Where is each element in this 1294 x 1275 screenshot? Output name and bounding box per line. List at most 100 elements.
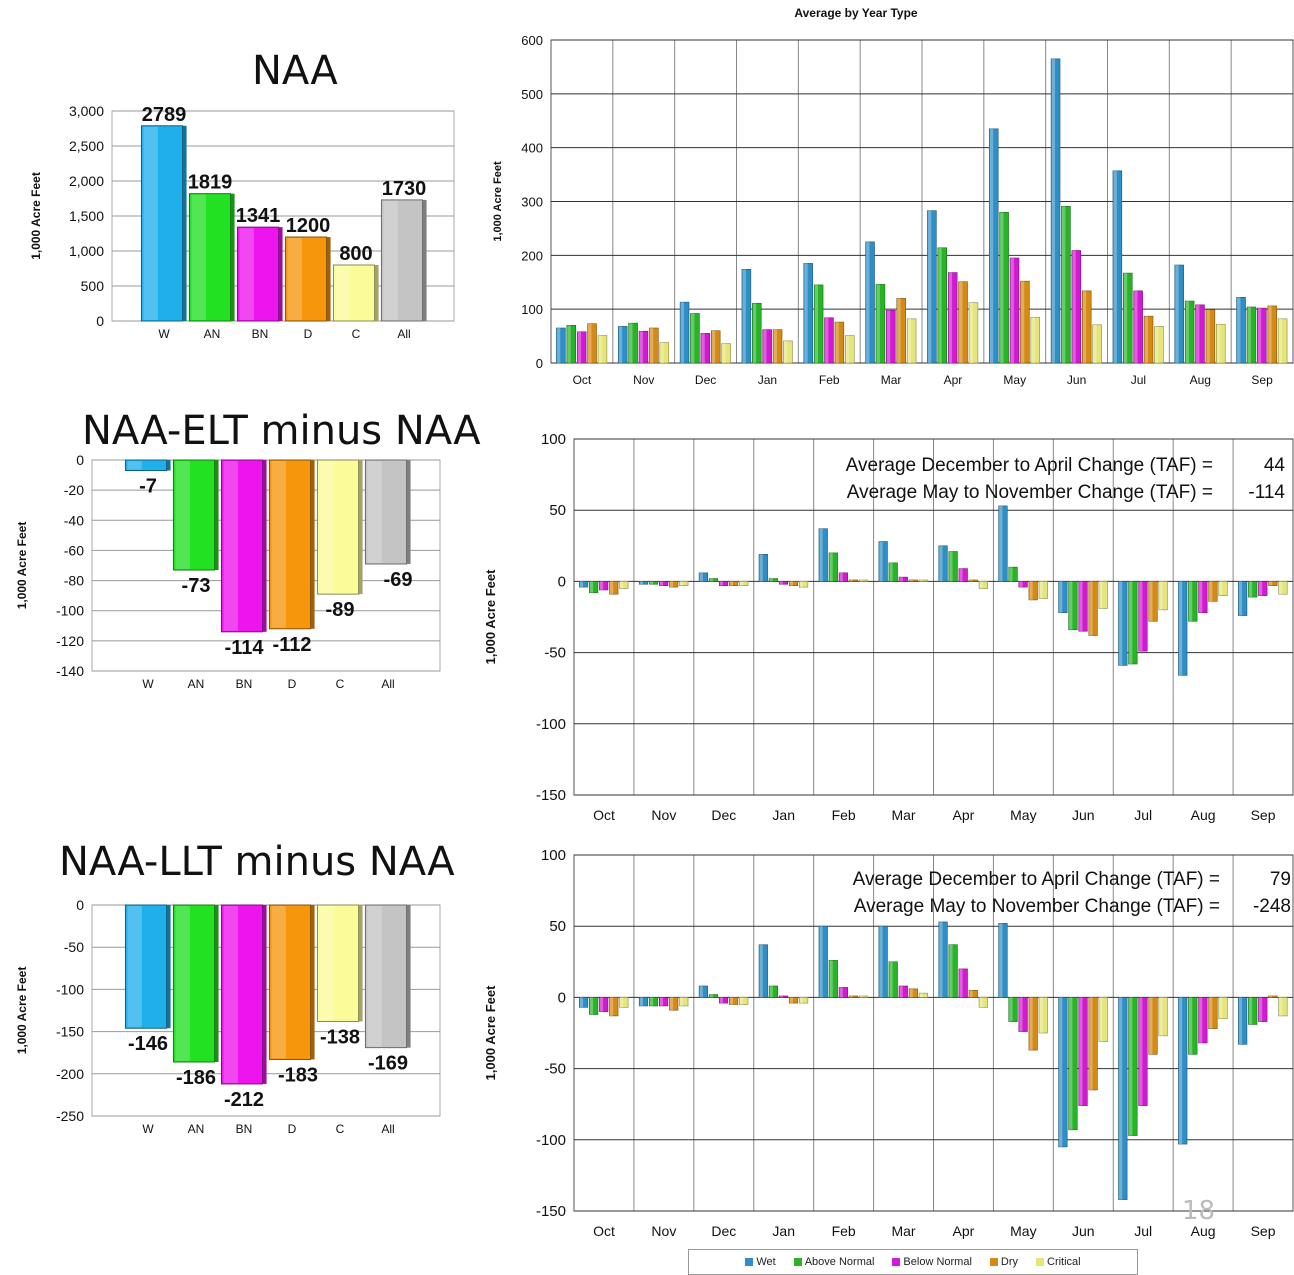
bar-highlight xyxy=(1175,265,1179,363)
legend-label: Dry xyxy=(1000,1256,1018,1268)
bar xyxy=(1216,323,1226,364)
bar-highlight xyxy=(979,997,983,1008)
bar xyxy=(1081,290,1092,364)
bar xyxy=(799,997,809,1004)
bar-highlight xyxy=(367,906,382,1047)
x-tick-label: Mar xyxy=(881,373,902,387)
bar xyxy=(762,329,772,364)
annotation-label: Average May to November Change (TAF) = xyxy=(854,896,1220,917)
bar-highlight xyxy=(839,987,843,998)
y-tick-label: -50 xyxy=(544,645,566,662)
bar xyxy=(999,211,1009,364)
bar-highlight xyxy=(909,988,913,998)
x-tick-label: Dec xyxy=(711,807,736,823)
bar xyxy=(576,331,587,364)
bar-highlight xyxy=(1149,581,1153,622)
x-tick-label: AN xyxy=(188,677,205,691)
bar-highlight xyxy=(742,269,746,363)
bar xyxy=(1008,566,1018,582)
bar-highlight xyxy=(819,528,823,582)
x-tick-label: D xyxy=(288,1122,297,1136)
data-label: 1730 xyxy=(382,178,427,200)
bar xyxy=(236,226,280,322)
bar-highlight xyxy=(1089,997,1093,1090)
bar-highlight xyxy=(919,579,923,582)
bar-highlight xyxy=(1099,997,1103,1042)
x-tick-label: Oct xyxy=(573,373,592,387)
bar-highlight xyxy=(1129,997,1133,1136)
bar-highlight xyxy=(866,241,870,363)
data-label: -183 xyxy=(278,1064,318,1086)
bar-highlight xyxy=(773,329,777,363)
bar-highlight xyxy=(618,326,623,363)
data-label: -146 xyxy=(128,1033,168,1055)
bar-highlight xyxy=(383,200,398,320)
bar xyxy=(1198,997,1208,1044)
bar xyxy=(1257,307,1267,364)
bar xyxy=(599,997,609,1012)
x-tick-label: W xyxy=(158,327,170,341)
bar xyxy=(1138,581,1148,652)
bar-side xyxy=(262,905,267,1084)
bar-highlight xyxy=(1279,581,1283,595)
bar-highlight xyxy=(1248,581,1253,598)
bar xyxy=(1068,997,1078,1131)
bar xyxy=(906,318,917,364)
y-tick-label: 500 xyxy=(81,278,105,294)
bar-side xyxy=(262,460,267,632)
bar-highlight xyxy=(1093,324,1097,363)
bar xyxy=(1038,997,1048,1034)
bar-highlight xyxy=(191,194,206,320)
y-tick-label: 100 xyxy=(521,302,543,317)
bar xyxy=(772,329,783,364)
x-tick-label: Jul xyxy=(1131,373,1146,387)
x-tick-label: Aug xyxy=(1191,1223,1216,1239)
bar-highlight xyxy=(335,266,350,320)
bar xyxy=(188,193,232,322)
bar-highlight xyxy=(1062,206,1066,363)
bar xyxy=(968,579,978,582)
bar-highlight xyxy=(769,986,773,998)
bar-highlight xyxy=(620,581,624,589)
bar xyxy=(690,313,700,364)
bar xyxy=(938,545,948,582)
bar-highlight xyxy=(1154,326,1159,363)
bar-highlight xyxy=(649,328,654,363)
bar xyxy=(878,541,888,582)
bar xyxy=(638,581,649,585)
x-tick-label: Jan xyxy=(772,807,795,823)
bar-highlight xyxy=(1089,581,1093,636)
bar xyxy=(679,581,689,586)
bar-highlight xyxy=(969,579,973,582)
bar-side xyxy=(374,265,379,321)
bar-highlight xyxy=(599,997,604,1012)
bar xyxy=(752,302,762,364)
bar xyxy=(1118,581,1128,666)
bar-highlight xyxy=(779,995,783,998)
bar xyxy=(1178,581,1188,676)
bar xyxy=(729,997,739,1005)
data-label: 1200 xyxy=(286,215,331,237)
bar xyxy=(220,459,264,633)
annotation-value: 79 xyxy=(1270,869,1291,890)
bar xyxy=(818,528,828,582)
y-tick-label: -40 xyxy=(64,512,84,528)
legend-swatch xyxy=(1036,1258,1044,1266)
y-axis-label: 1,000 Acre Feet xyxy=(15,522,29,610)
data-label: -69 xyxy=(384,569,413,591)
bar-highlight xyxy=(639,997,643,1006)
y-tick-label: 100 xyxy=(541,431,566,448)
bar xyxy=(698,985,708,998)
y-tick-label: 0 xyxy=(96,313,104,329)
bar xyxy=(578,581,589,588)
bar xyxy=(813,284,824,364)
bar xyxy=(778,995,789,998)
bar xyxy=(1198,581,1208,614)
bar xyxy=(1143,315,1154,364)
y-tick-label: -200 xyxy=(56,1066,84,1082)
x-tick-label: Mar xyxy=(891,807,915,823)
bar-highlight xyxy=(556,328,561,363)
bar-highlight xyxy=(577,331,582,363)
bar xyxy=(968,989,978,998)
bar-highlight xyxy=(835,322,839,363)
